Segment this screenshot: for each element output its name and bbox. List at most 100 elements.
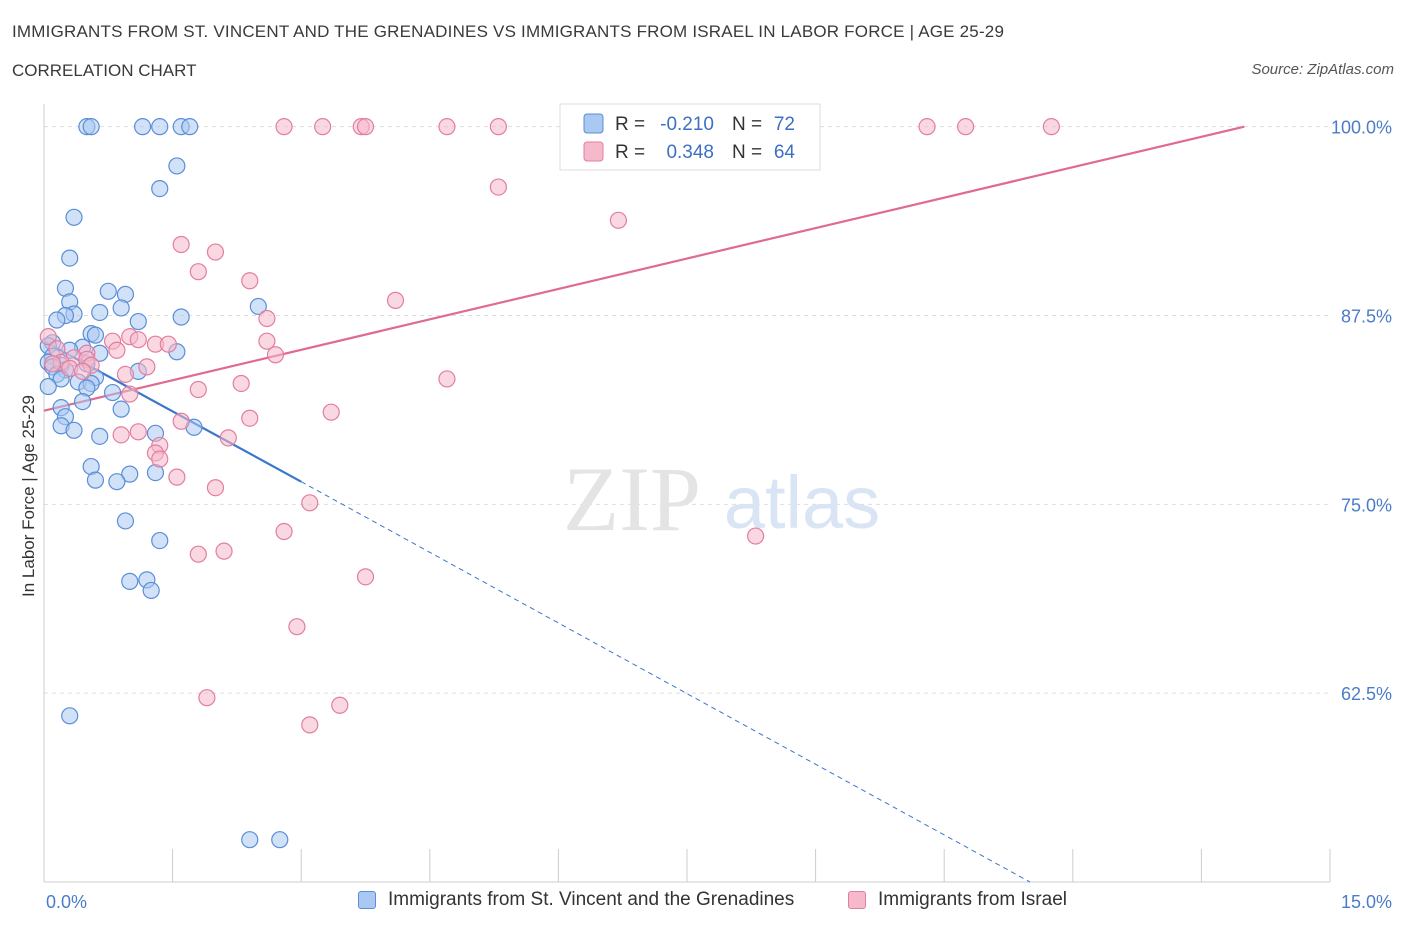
point-pink-29 [266,346,285,364]
point-pink-17 [386,291,405,309]
grid-lines [44,126,1330,694]
point-blue-42 [39,377,57,396]
point-pink-42 [121,385,139,403]
series-swatch-pink [848,891,866,909]
y-axis-title: In Labor Force | Age 25-29 [19,395,38,597]
legend-r-label-1: R = [615,114,645,135]
series-legend-item-2: Immigrants from Israel [848,889,1067,911]
point-pink-47 [112,426,130,444]
point-blue-9 [61,249,79,267]
trend-line-blue-extension [300,481,1031,883]
point-blue-59 [116,512,135,530]
point-pink-58 [189,545,207,563]
x-tick-label-1: 15.0% [1341,892,1392,912]
point-blue-63 [142,581,160,600]
point-pink-40 [232,374,250,393]
point-blue-19 [129,312,147,331]
chart-subtitle: CORRELATION CHART [12,61,197,80]
point-pink-3 [356,118,375,136]
point-pink-36 [138,358,156,376]
legend-n-label-1: N = [732,114,762,135]
point-pink-7 [918,118,936,136]
y-tick-label-2: 87.5% [1341,306,1392,326]
point-blue-7 [151,179,169,198]
point-blue-8 [65,208,83,226]
point-blue-47 [112,400,130,418]
point-blue-11 [99,282,117,300]
point-pink-38 [116,365,135,384]
series-legend: Immigrants from St. Vincent and the Gren… [0,889,1406,917]
point-pink-61 [198,689,216,707]
point-blue-44 [103,383,122,402]
point-blue-61 [121,572,139,590]
point-blue-14 [112,299,130,317]
point-pink-55 [275,522,293,541]
point-pink-52 [168,468,186,486]
y-tick-labels: 62.5% 75.0% 87.5% 100.0% [1331,118,1392,705]
legend-r-value-1: -0.210 [660,114,714,135]
point-blue-53 [91,427,109,445]
legend-swatch-blue [583,113,604,134]
point-blue-64 [61,707,79,725]
point-pink-43 [322,403,340,421]
point-blue-45 [73,393,92,411]
chart-title: IMMIGRANTS FROM ST. VINCENT AND THE GREN… [12,22,1005,41]
legend-r-value-2: 0.348 [666,142,714,163]
point-pink-39 [438,370,456,388]
point-pink-12 [609,211,628,229]
point-pink-56 [746,527,765,545]
point-pink-45 [172,412,190,430]
point-pink-41 [189,380,207,399]
point-blue-3 [151,118,169,136]
y-tick-label-0: 62.5% [1341,684,1392,704]
point-blue-57 [86,471,105,489]
y-tick-label-3: 100.0% [1331,118,1392,138]
point-pink-11 [489,178,507,196]
point-pink-9 [1042,118,1060,136]
series-legend-label-1: Immigrants from St. Vincent and the Gren… [388,889,795,910]
point-pink-25 [258,332,276,350]
watermark-atlas: atlas [724,461,880,544]
x-tick-label-0: 0.0% [46,892,87,912]
series-legend-label-2: Immigrants from Israel [878,889,1067,910]
point-pink-60 [288,618,306,636]
point-pink-59 [356,568,375,586]
correlation-legend: R = -0.210 N = 72 R = 0.348 N = 64 [559,103,821,171]
point-blue-51 [65,421,83,439]
point-pink-24 [159,335,177,353]
series-legend-item-1: Immigrants from St. Vincent and the Gren… [358,889,794,911]
point-blue-60 [151,531,169,550]
point-blue-6 [168,157,186,175]
trend-line-pink [43,125,1245,412]
point-pink-5 [489,118,507,136]
legend-n-value-1: 72 [774,114,795,135]
point-blue-15 [249,297,267,316]
point-pink-63 [301,716,319,734]
point-pink-53 [206,479,225,497]
series-swatch-blue [358,891,376,909]
point-blue-65 [241,831,259,849]
point-pink-48 [219,429,237,447]
x-tick-labels: 0.0% 15.0% [46,892,1392,912]
point-blue-58 [108,473,126,491]
data-points [39,118,1060,849]
y-tick-label-1: 75.0% [1341,495,1392,515]
point-pink-51 [151,450,169,468]
point-blue-66 [271,831,289,849]
watermark: ZIP atlas [563,448,880,550]
point-blue-56 [121,465,139,483]
axes [43,104,1331,883]
point-pink-54 [301,494,319,512]
point-blue-2 [133,118,152,136]
source-note: Source: ZipAtlas.com [1251,61,1394,78]
point-pink-44 [241,409,259,427]
point-pink-37 [73,362,92,380]
point-pink-21 [129,331,147,349]
point-pink-18 [258,309,276,328]
point-blue-23 [86,326,105,344]
watermark-zip: ZIP [563,448,701,550]
point-pink-0 [275,118,293,136]
point-blue-1 [82,118,100,136]
point-pink-62 [331,696,349,714]
